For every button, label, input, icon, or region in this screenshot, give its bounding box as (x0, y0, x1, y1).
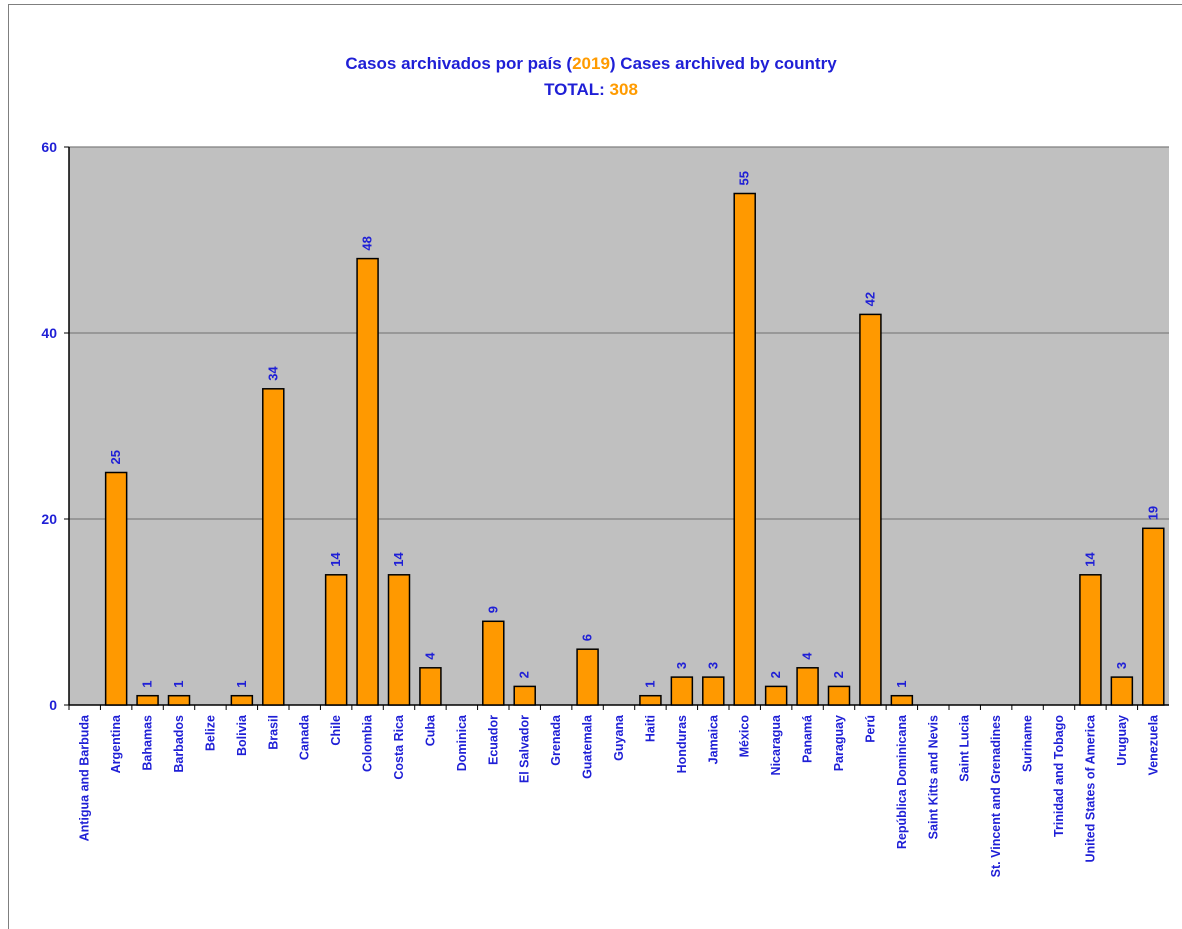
bar-3 (167, 694, 191, 706)
x-category-label: Trinidad and Tobago (1052, 715, 1066, 837)
x-category-label: Argentina (109, 714, 123, 773)
bar-value-label: 1 (894, 680, 909, 687)
bar-10 (387, 574, 411, 706)
x-category-label: Uruguay (1115, 715, 1129, 766)
x-category-label: Venezuela (1146, 714, 1160, 775)
chart-frame (8, 4, 1182, 929)
x-category-label: Colombia (361, 714, 375, 772)
x-category-label: El Salvador (518, 715, 532, 783)
bar-33 (1110, 676, 1134, 706)
x-category-label: Honduras (675, 715, 689, 773)
bar-value-label: 1 (234, 680, 249, 687)
bar-11 (419, 667, 442, 706)
bar-25 (859, 313, 882, 706)
bar-value-label: 1 (140, 680, 155, 687)
bar-21 (733, 192, 756, 706)
bar-value-label: 34 (265, 366, 280, 381)
x-category-label: Saint Lucia (958, 714, 972, 782)
x-category-label: Saint Kitts and Nevis (926, 715, 940, 839)
bar-value-label: 2 (831, 671, 846, 678)
bar-value-label: 48 (360, 236, 375, 250)
y-tick-label: 40 (41, 325, 57, 341)
title-part-1: Casos archivados por país ( (345, 54, 573, 73)
bar-value-label: 14 (328, 552, 343, 567)
x-category-label: Bahamas (141, 715, 155, 771)
bar-14 (513, 685, 536, 706)
bar-2 (136, 694, 159, 706)
chart-subtitle: TOTAL: 308 (0, 80, 1182, 100)
x-category-label: St. Vincent and Grenadines (989, 715, 1003, 877)
bar-value-label: 55 (737, 171, 752, 185)
x-category-label: Guyana (612, 714, 626, 761)
x-category-label: Dominica (455, 714, 469, 771)
bar-19 (670, 676, 694, 706)
x-category-label: Suriname (1021, 715, 1035, 772)
bar-value-label: 4 (422, 652, 437, 660)
x-category-label: México (738, 715, 752, 758)
bar-value-label: 4 (800, 652, 815, 660)
bar-value-label: 3 (1114, 662, 1129, 669)
bar-value-label: 3 (674, 662, 689, 669)
x-category-label: Grenada (549, 714, 563, 766)
y-tick-label: 0 (49, 697, 57, 713)
bar-20 (702, 676, 725, 706)
bar-value-label: 14 (391, 552, 406, 567)
x-category-label: Bolivia (235, 714, 249, 756)
bar-1 (104, 471, 128, 706)
bar-9 (356, 257, 379, 706)
x-category-label: United States of America (1083, 714, 1097, 863)
total-value: 308 (609, 80, 638, 99)
bar-value-label: 2 (517, 671, 532, 678)
x-category-label: Brasil (266, 715, 280, 750)
x-category-label: Jamaica (706, 714, 720, 764)
title-part-2: ) Cases archived by country (609, 54, 837, 73)
x-category-label: Cuba (423, 714, 437, 746)
x-category-label: Paraguay (832, 715, 846, 771)
x-category-label: Nicaragua (769, 714, 783, 775)
x-category-label: Costa Rica (392, 714, 406, 780)
bar-23 (796, 667, 819, 706)
bar-32 (1079, 574, 1102, 706)
chart-title: Casos archivados por país (2019) Cases a… (0, 54, 1182, 74)
bar-18 (639, 694, 662, 706)
bar-value-label: 14 (1082, 552, 1097, 567)
bar-value-label: 2 (768, 671, 783, 678)
x-category-label: Perú (863, 715, 877, 743)
bar-26 (890, 694, 914, 706)
x-category-label: Chile (329, 715, 343, 746)
bar-22 (764, 685, 788, 706)
x-category-label: Antigua and Barbuda (78, 714, 92, 841)
total-label: TOTAL: (544, 80, 605, 99)
bar-5 (230, 694, 254, 706)
bar-value-label: 19 (1145, 506, 1160, 520)
bar-34 (1142, 527, 1165, 706)
bar-16 (576, 648, 599, 706)
plot-area (69, 147, 1169, 705)
bar-value-label: 9 (485, 606, 500, 613)
bar-13 (482, 620, 505, 706)
x-category-label: Ecuador (486, 715, 500, 765)
bar-value-label: 1 (171, 680, 186, 687)
x-category-label: Belize (203, 715, 217, 751)
x-category-label: Canada (298, 714, 312, 760)
x-category-label: Guatemala (581, 714, 595, 779)
x-category-label: Barbados (172, 715, 186, 773)
x-category-label: Haiti (643, 715, 657, 742)
title-year: 2019 (572, 54, 610, 73)
bar-6 (262, 388, 285, 706)
bar-value-label: 42 (862, 292, 877, 306)
bar-value-label: 1 (642, 680, 657, 687)
x-category-label: Panamá (801, 715, 815, 763)
y-tick-label: 20 (41, 511, 57, 527)
x-category-label: República Dominicana (895, 714, 909, 849)
bar-24 (827, 685, 851, 706)
bar-value-label: 25 (108, 450, 123, 464)
bar-value-label: 3 (705, 662, 720, 669)
bar-value-label: 6 (580, 634, 595, 641)
bar-8 (324, 574, 348, 706)
y-tick-label: 60 (41, 139, 57, 155)
